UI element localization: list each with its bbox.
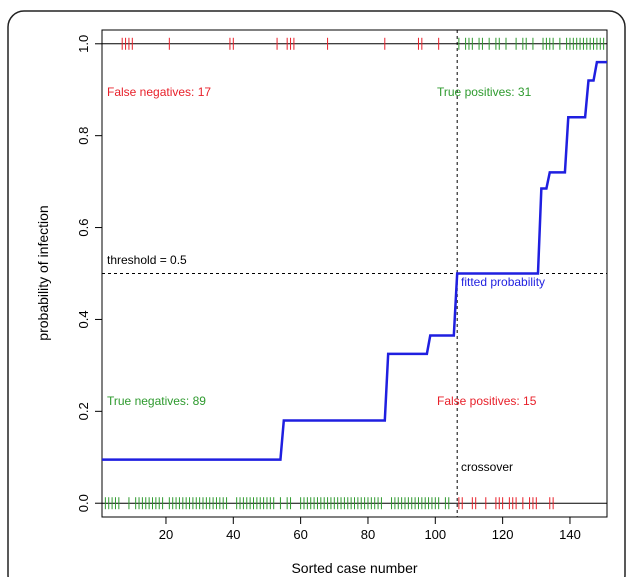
- y-tick-label: 1.0: [76, 35, 91, 53]
- x-tick-label: 20: [159, 527, 173, 542]
- fitted-probability-line: [102, 60, 607, 461]
- rug-marks: [102, 37, 607, 510]
- annotation-false-positives: False positives: 15: [437, 394, 537, 408]
- y-tick-label: 0.2: [76, 402, 91, 420]
- annotation-true-positives: True positives: 31: [437, 85, 532, 99]
- annotations: False negatives: 17 True positives: 31 T…: [35, 85, 545, 576]
- x-axis-title: Sorted case number: [291, 560, 417, 576]
- x-tick-label: 60: [293, 527, 307, 542]
- axes: 20 40 60 80 100 120 140 0.0 0.2 0.4 0.6 0.8 1.0: [76, 35, 581, 542]
- y-axis-title: probability of infection: [35, 205, 51, 340]
- y-tick-label: 0.6: [76, 219, 91, 237]
- crossover-label: crossover: [461, 460, 513, 474]
- x-tick-label: 40: [226, 527, 240, 542]
- figure-border: [7, 10, 626, 577]
- x-tick-label: 100: [424, 527, 446, 542]
- y-tick-label: 0.8: [76, 127, 91, 145]
- y-tick-label: 0.4: [76, 310, 91, 328]
- threshold-label: threshold = 0.5: [107, 253, 187, 267]
- y-tick-label: 0.0: [76, 494, 91, 512]
- annotation-false-negatives: False negatives: 17: [107, 85, 211, 99]
- x-tick-label: 80: [361, 527, 375, 542]
- x-tick-label: 140: [559, 527, 581, 542]
- fitted-probability-label: fitted probability: [461, 275, 545, 289]
- x-tick-label: 120: [492, 527, 514, 542]
- annotation-true-negatives: True negatives: 89: [107, 394, 206, 408]
- fitted-probability-series: [102, 60, 607, 461]
